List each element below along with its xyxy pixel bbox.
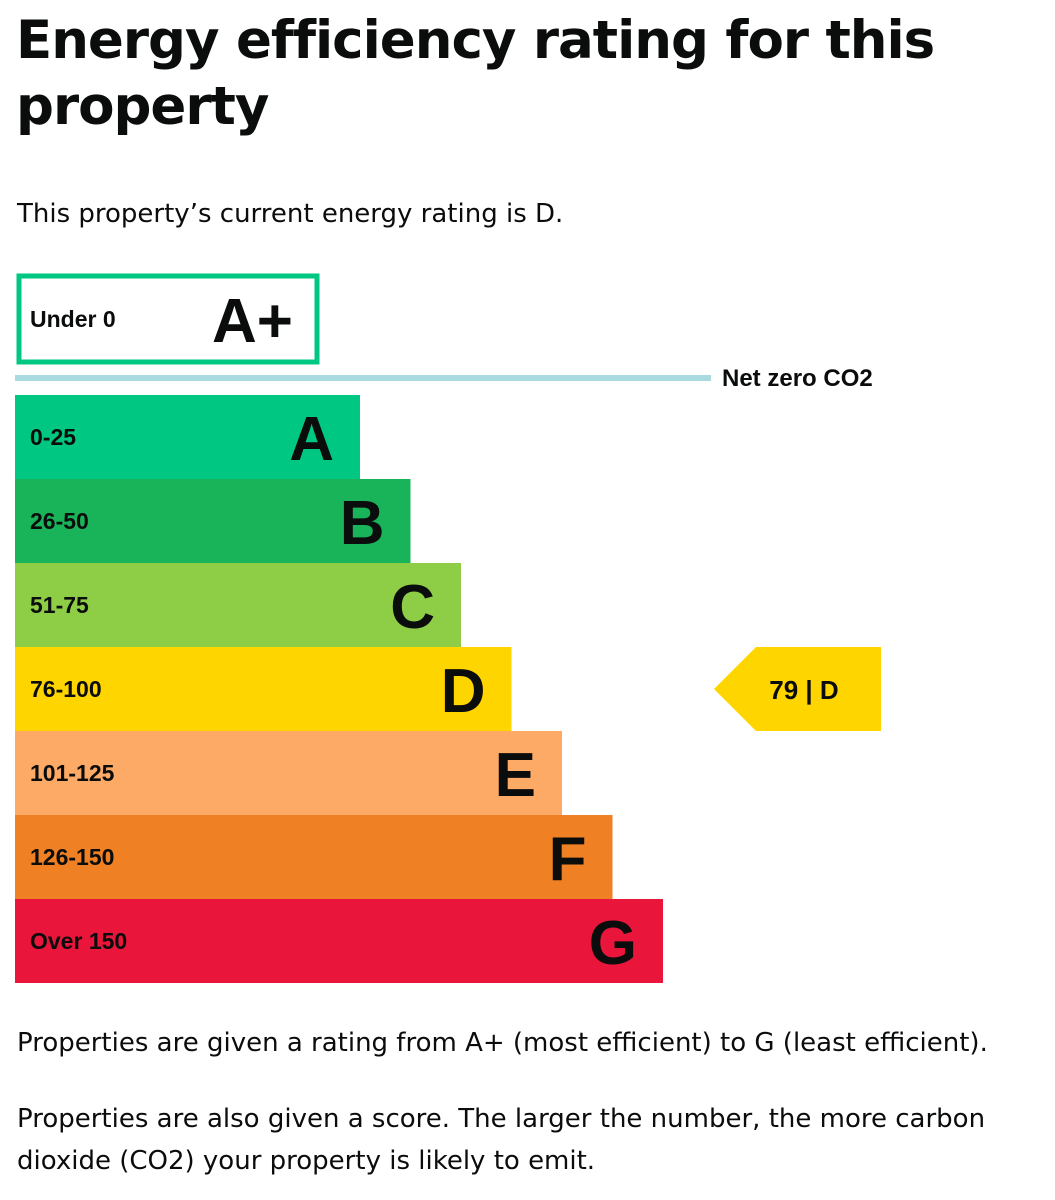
band-bar [15,815,613,899]
band-f: 126-150 F [15,815,613,899]
current-rating-label: 79 | D [769,675,838,705]
band-range-label: 101-125 [30,760,115,786]
band-letter: G [589,909,637,978]
net-zero-line [15,375,711,381]
band-a: 0-25 A [15,395,360,479]
band-letter: D [441,657,486,726]
rating-bands: Under 0 A+0-25 A26-50 B51-75 C76-100 D101-125… [15,273,663,983]
energy-rating-chart: Under 0 A+0-25 A26-50 B51-75 C76-100 D101-125… [15,273,881,983]
band-letter: C [390,573,435,642]
band-range-label: Over 150 [30,928,127,954]
band-range-label: 126-150 [30,844,114,870]
band-d: 76-100 D [15,647,512,731]
band-g: Over 150 G [15,899,663,983]
band-e: 101-125 E [15,731,562,815]
band-letter: E [495,741,536,810]
band-letter: A [289,405,334,474]
band-range-label: Under 0 [30,306,116,332]
current-rating-text: This property’s current energy rating is… [17,199,564,229]
net-zero-label: Net zero CO2 [722,365,873,392]
band-bar [15,647,512,731]
band-bar [15,899,663,983]
band-range-label: 0-25 [30,424,76,450]
band-outline [16,273,320,365]
score-explanation: Properties are also given a score. The l… [17,1104,986,1176]
band-b: 26-50 B [15,479,411,563]
band-bar [15,479,411,563]
rating-explanation: Properties are given a rating from A+ (m… [17,1028,988,1058]
band-letter: B [340,489,385,558]
band-range-label: 26-50 [30,508,89,534]
band-c: 51-75 C [15,563,461,647]
band-bar [15,563,461,647]
net-zero-divider: Net zero CO2 [15,365,873,392]
band-bar [15,395,360,479]
band-letter: F [549,825,587,894]
band-bar [15,731,562,815]
page-title: Energy efficiency rating for this proper… [16,10,935,137]
band-range-label: 51-75 [30,592,89,618]
band-range-label: 76-100 [30,676,102,702]
band-letter: A+ [212,287,293,356]
current-rating-arrow [714,647,881,731]
current-rating-pointer: 79 | D [714,647,881,731]
band-a-plus: Under 0 A+ [16,273,320,365]
